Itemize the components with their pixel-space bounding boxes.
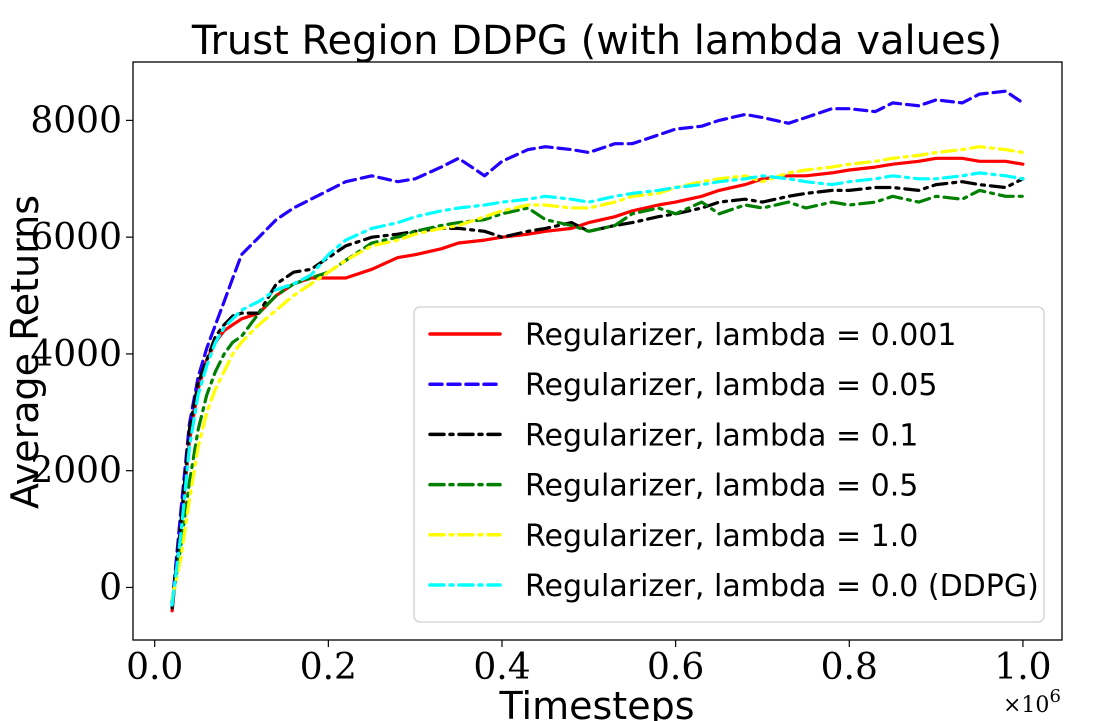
legend-label-6: Regularizer, lambda = 0.0 (DDPG) [525,569,1039,604]
legend-label-4: Regularizer, lambda = 0.5 [525,469,918,504]
series-line-1 [170,156,1025,613]
x-axis-label: Timesteps [499,684,695,721]
x-tick-label: 0.0 [126,647,183,688]
legend-label-3: Regularizer, lambda = 0.1 [525,418,918,453]
chart-title: Trust Region DDPG (with lambda values) [191,18,1002,64]
x-tick-label: 0.6 [647,647,704,688]
legend-label-1: Regularizer, lambda = 0.001 [525,318,957,353]
x-axis: 0.0 0.2 0.4 0.6 0.8 1.0 [126,640,1052,688]
legend-box [413,306,1045,623]
y-tick-label: 6000 [30,217,122,258]
x-tick-label: 0.4 [473,647,530,688]
series-layer [170,89,1025,613]
y-tick-label: 4000 [30,334,122,375]
y-axis-label: Average Returns [3,195,47,509]
y-axis: 0 2000 4000 6000 8000 [30,100,133,608]
legend-label-5: Regularizer, lambda = 1.0 [525,519,918,554]
legend: Regularizer, lambda = 0.001 Regularizer, … [413,306,1045,623]
series-line-3 [170,177,1025,610]
series-line-4 [170,188,1025,604]
plot-border [132,61,1063,641]
x-tick-label: 0.2 [300,647,357,688]
y-tick-label: 0 [99,567,122,608]
legend-label-2: Regularizer, lambda = 0.05 [525,368,937,403]
series-line-6 [170,171,1025,607]
series-line-5 [170,145,1025,601]
x-axis-offset-label: ×106 [1003,686,1061,718]
y-tick-label: 2000 [30,451,122,492]
plot-area [132,61,1063,641]
x-tick-label: 1.0 [994,647,1051,688]
y-tick-label: 8000 [30,100,122,141]
x-tick-label: 0.8 [821,647,878,688]
series-line-2 [170,89,1025,607]
